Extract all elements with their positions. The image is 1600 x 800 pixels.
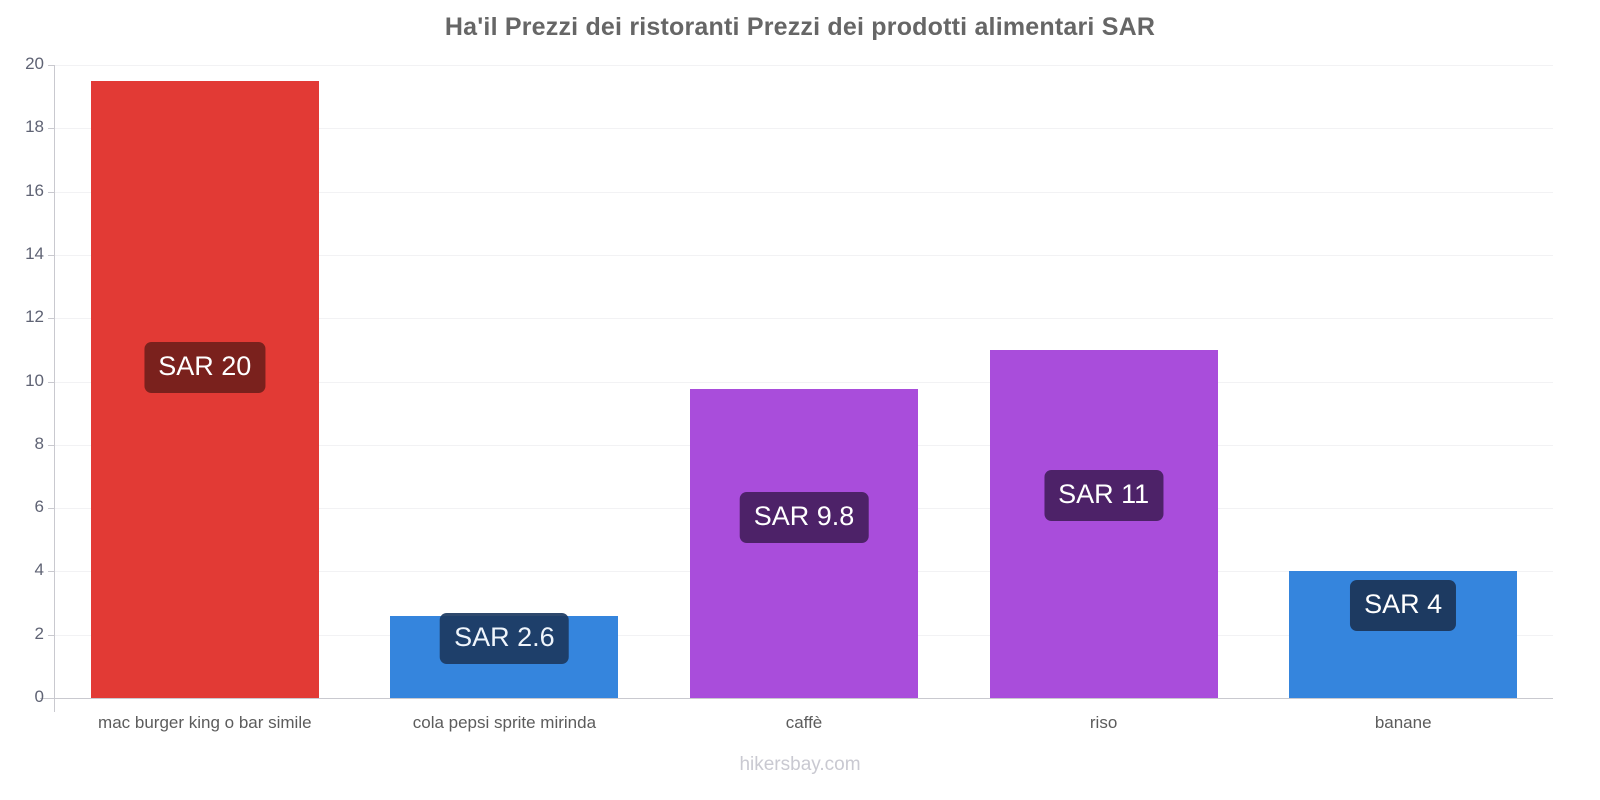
y-axis-tick-label: 2 — [34, 623, 44, 643]
y-axis-tick-label: 8 — [34, 433, 44, 453]
y-axis-tick — [48, 634, 55, 636]
gridline — [55, 191, 1553, 193]
x-axis-category-label: mac burger king o bar simile — [98, 713, 312, 732]
bar-value-label: SAR 4 — [1350, 580, 1457, 631]
footer-credit: hikersbay.com — [739, 754, 861, 775]
bar-value-label: SAR 20 — [144, 342, 266, 393]
x-axis-origin-tick — [54, 698, 55, 712]
x-axis-category-label: cola pepsi sprite mirinda — [412, 713, 597, 732]
y-axis-tick — [48, 571, 55, 573]
y-axis-tick-label: 12 — [25, 307, 44, 327]
y-axis-tick — [48, 444, 55, 446]
x-axis-category-label: caffè — [785, 713, 823, 732]
y-axis-tick — [48, 508, 55, 510]
bar-value-label: SAR 11 — [1044, 470, 1164, 521]
x-axis-category-label: riso — [1089, 713, 1118, 732]
y-axis-tick — [48, 318, 55, 320]
x-axis-line — [40, 698, 1553, 699]
gridline — [55, 254, 1553, 256]
x-axis-category-label: banane — [1374, 713, 1432, 732]
y-axis-tick-label: 0 — [34, 687, 44, 706]
y-axis-tick-label: 14 — [25, 243, 44, 263]
y-axis-tick — [48, 698, 55, 699]
y-axis-tick-label: 16 — [25, 180, 44, 200]
y-axis-tick — [48, 65, 55, 66]
y-axis-tick — [48, 381, 55, 383]
bar-value-label: SAR 2.6 — [440, 613, 569, 664]
gridline — [55, 381, 1553, 383]
y-axis-tick-label: 18 — [25, 117, 44, 137]
chart-title: Ha'il Prezzi dei ristoranti Prezzi dei p… — [444, 13, 1156, 41]
y-axis-tick — [48, 191, 55, 193]
bar-value-label: SAR 9.8 — [739, 492, 869, 543]
bar[interactable] — [989, 349, 1218, 698]
y-axis-tick-label: 20 — [25, 54, 44, 73]
gridline — [55, 318, 1553, 320]
y-axis-tick-label: 4 — [34, 560, 44, 580]
y-axis-tick — [48, 128, 55, 130]
y-axis-tick-label: 6 — [34, 497, 44, 517]
y-axis-tick — [48, 254, 55, 256]
y-axis-tick-label: 10 — [25, 370, 44, 390]
bar[interactable] — [690, 389, 918, 698]
gridline — [55, 128, 1553, 130]
gridline — [55, 65, 1553, 66]
